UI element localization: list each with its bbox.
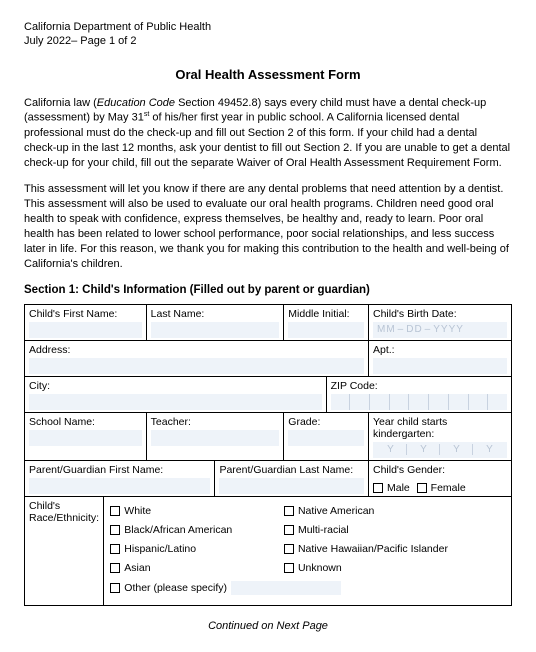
birth-mm: MM: [377, 324, 396, 335]
race-other: Other (please specify): [124, 581, 227, 593]
race-asian: Asian: [124, 562, 150, 574]
race-unknown: Unknown: [298, 562, 342, 574]
pg-last-label: Parent/Guardian Last Name:: [219, 464, 364, 476]
female-checkbox[interactable]: [417, 483, 427, 493]
grade-label: Grade:: [288, 416, 364, 428]
race-cb-hispanic[interactable]: [110, 544, 120, 554]
male-checkbox[interactable]: [373, 483, 383, 493]
race-native: Native American: [298, 505, 374, 517]
first-name-field[interactable]: [29, 322, 142, 338]
city-field[interactable]: [29, 394, 322, 410]
race-cb-black[interactable]: [110, 525, 120, 535]
birth-yyyy: YYYY: [433, 324, 464, 335]
gender-label: Child's Gender:: [373, 464, 507, 476]
pg-last-field[interactable]: [219, 478, 364, 494]
school-label: School Name:: [29, 416, 142, 428]
grade-field[interactable]: [288, 430, 364, 446]
last-name-label: Last Name:: [151, 308, 280, 320]
pg-first-label: Parent/Guardian First Name:: [29, 464, 210, 476]
intro-para-1: California law (Education Code Section 4…: [24, 96, 512, 171]
race-cb-native[interactable]: [284, 506, 294, 516]
male-label: Male: [387, 482, 410, 494]
continued-text: Continued on Next Page: [24, 620, 512, 632]
p1b: Education Code: [97, 97, 175, 109]
race-cb-white[interactable]: [110, 506, 120, 516]
race-cb-unknown[interactable]: [284, 563, 294, 573]
race-label: Child's Race/Ethnicity:: [29, 500, 99, 524]
form-title: Oral Health Assessment Form: [24, 67, 512, 82]
header-org: California Department of Public Health: [24, 20, 512, 34]
pg-first-field[interactable]: [29, 478, 210, 494]
race-hispanic: Hispanic/Latino: [124, 543, 196, 555]
teacher-label: Teacher:: [151, 416, 280, 428]
birth-sep1: –: [398, 324, 405, 335]
teacher-field[interactable]: [151, 430, 280, 446]
first-name-label: Child's First Name:: [29, 308, 142, 320]
p1a: California law (: [24, 97, 97, 109]
race-cb-asian[interactable]: [110, 563, 120, 573]
female-label: Female: [431, 482, 466, 494]
apt-label: Apt.:: [373, 344, 507, 356]
birth-label: Child's Birth Date:: [373, 308, 507, 320]
y3: Y: [441, 444, 473, 455]
address-label: Address:: [29, 344, 364, 356]
city-label: City:: [29, 380, 322, 392]
race-black: Black/African American: [124, 524, 232, 536]
birth-sep2: –: [425, 324, 432, 335]
last-name-field[interactable]: [151, 322, 280, 338]
intro-para-2: This assessment will let you know if the…: [24, 182, 512, 271]
race-cb-hawaiian[interactable]: [284, 544, 294, 554]
race-cb-multi[interactable]: [284, 525, 294, 535]
school-field[interactable]: [29, 430, 142, 446]
y1: Y: [375, 444, 407, 455]
y2: Y: [408, 444, 440, 455]
header-date-page: July 2022– Page 1 of 2: [24, 34, 512, 48]
race-white: White: [124, 505, 151, 517]
race-cb-other[interactable]: [110, 583, 120, 593]
zip-label: ZIP Code:: [331, 380, 507, 392]
zip-field[interactable]: [331, 394, 507, 410]
race-hawaiian: Native Hawaiian/Pacific Islander: [298, 543, 448, 555]
section1-heading: Section 1: Child's Information (Filled o…: [24, 284, 512, 296]
apt-field[interactable]: [373, 358, 507, 374]
form-table: Child's First Name: Last Name: Middle In…: [24, 304, 512, 606]
race-multi: Multi-racial: [298, 524, 349, 536]
birth-field[interactable]: MM – DD – YYYY: [373, 322, 507, 338]
address-field[interactable]: [29, 358, 364, 374]
kind-field[interactable]: Y Y Y Y: [373, 442, 507, 458]
middle-label: Middle Initial:: [288, 308, 364, 320]
y4: Y: [474, 444, 505, 455]
kind-label: Year child starts kindergarten:: [373, 416, 507, 440]
birth-dd: DD: [406, 324, 422, 335]
middle-field[interactable]: [288, 322, 364, 338]
